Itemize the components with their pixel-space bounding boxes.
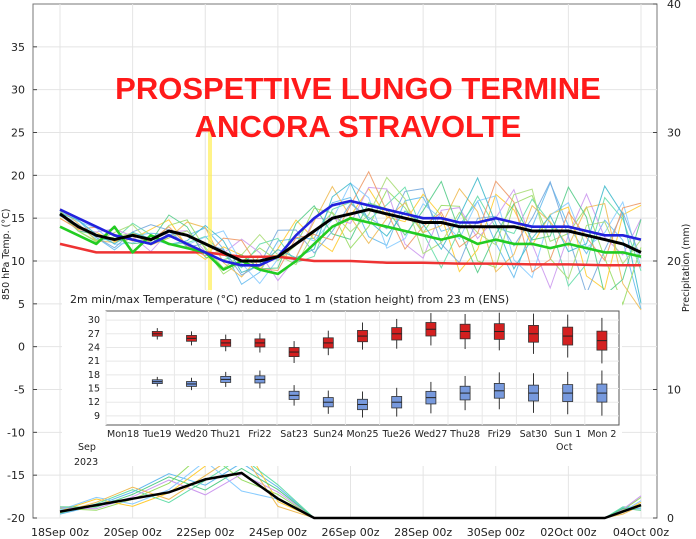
inset-day-label: Thu28 bbox=[449, 429, 480, 440]
x-tick-label: 24Sep 00z bbox=[249, 526, 307, 539]
climate-series-line bbox=[59, 242, 641, 267]
y-tick-label: 20 bbox=[11, 169, 25, 182]
inset-day-label: Mon 2 bbox=[587, 429, 616, 440]
y2-tick-label: 30 bbox=[667, 127, 681, 140]
y2-tick-label: 10 bbox=[667, 384, 681, 397]
inset-tick-label: 18 bbox=[88, 370, 100, 381]
y-tick-label: -10 bbox=[7, 426, 25, 439]
month-label-oct: Oct bbox=[556, 442, 573, 453]
y2-tick-label: 40 bbox=[667, 0, 681, 11]
x-tick-label: 26Sep 00z bbox=[322, 526, 380, 539]
ensemble-member-line bbox=[59, 181, 642, 310]
forecast-start-highlight bbox=[208, 120, 212, 290]
y-tick-label: 35 bbox=[11, 41, 25, 54]
precipitation-panel bbox=[59, 439, 642, 520]
y-tick-label: 25 bbox=[11, 127, 25, 140]
y-axis-ticks: -20 -15 -10 -5 0 5 10 15 20 25 30 35 bbox=[7, 41, 37, 525]
overlay-title-line1: PROSPETTIVE LUNGO TERMINE bbox=[115, 71, 601, 106]
y-axis-label: 850 hPa Temp. (°C) bbox=[1, 209, 12, 300]
inset-day-label: Wed27 bbox=[414, 429, 447, 440]
month-label-sep: Sep bbox=[78, 442, 96, 453]
y2-axis-label: Precipitation (mm) bbox=[681, 224, 692, 312]
inset-boxes bbox=[151, 312, 608, 418]
precip-mean-line bbox=[59, 471, 642, 520]
y2-axis-ticks: 0 10 20 30 40 bbox=[653, 0, 681, 525]
y-tick-label: -5 bbox=[14, 384, 25, 397]
inset-day-label: Tue26 bbox=[382, 429, 411, 440]
inset-day-label: Tue19 bbox=[142, 429, 171, 440]
inset-tick-label: 9 bbox=[94, 411, 100, 422]
mean-series-line bbox=[59, 208, 642, 263]
inset-tick-label: 24 bbox=[88, 342, 100, 353]
inset-day-label: Sat30 bbox=[520, 429, 548, 440]
y-tick-label: 10 bbox=[11, 255, 25, 268]
y-tick-label: 0 bbox=[18, 341, 25, 354]
inset-day-labels: Mon18 Tue19 Wed20 Thu21 Fri22 Sat23 Sun24 Mon25… bbox=[107, 429, 616, 440]
inset-tick-label: 15 bbox=[88, 384, 100, 395]
x-tick-label: 20Sep 00z bbox=[104, 526, 162, 539]
x-tick-label: 18Sep 00z bbox=[31, 526, 89, 539]
inset-day-label: Sun 1 bbox=[554, 429, 581, 440]
ensemble-member-line bbox=[59, 186, 642, 290]
x-tick-label: 04Oct 00z bbox=[613, 526, 670, 539]
inset-day-label: Wed20 bbox=[175, 429, 208, 440]
x-axis-ticks: 18Sep 00z 20Sep 00z 22Sep 00z 24Sep 00z 26Se… bbox=[31, 526, 669, 539]
inset-day-label: Sun24 bbox=[313, 429, 343, 440]
year-label: 2023 bbox=[74, 457, 98, 468]
inset-title: 2m min/max Temperature (°C) reduced to 1… bbox=[70, 293, 509, 306]
inset-day-label: Fri29 bbox=[488, 429, 511, 440]
inset-day-label: Mon18 bbox=[107, 429, 139, 440]
inset-tick-label: 27 bbox=[88, 329, 100, 340]
inset-day-label: Thu21 bbox=[210, 429, 241, 440]
inset-tick-label: 30 bbox=[88, 315, 100, 326]
y2-tick-label: 20 bbox=[667, 255, 681, 268]
y-tick-label: -20 bbox=[7, 512, 25, 525]
min-max-inset: 2m min/max Temperature (°C) reduced to 1… bbox=[62, 290, 622, 468]
x-tick-label: 22Sep 00z bbox=[176, 526, 234, 539]
series-lines bbox=[59, 199, 642, 276]
y-tick-label: 30 bbox=[11, 84, 25, 97]
ensemble-member-line bbox=[59, 180, 642, 296]
x-tick-label: 30Sep 00z bbox=[467, 526, 525, 539]
inset-day-label: Sat23 bbox=[280, 429, 308, 440]
inset-tick-label: 12 bbox=[88, 397, 100, 408]
y-tick-label: -15 bbox=[7, 469, 25, 482]
x-tick-label: 28Sep 00z bbox=[394, 526, 452, 539]
y-tick-label: 15 bbox=[11, 212, 25, 225]
x-tick-label: 02Oct 00z bbox=[540, 526, 597, 539]
inset-day-label: Fri22 bbox=[248, 429, 271, 440]
y2-tick-label: 0 bbox=[667, 512, 674, 525]
overlay-title-line2: ANCORA STRAVOLTE bbox=[195, 109, 522, 144]
inset-y-ticks: 9 12 15 18 21 24 27 30 bbox=[88, 315, 100, 422]
inset-day-label: Mon25 bbox=[346, 429, 378, 440]
inset-tick-label: 21 bbox=[88, 356, 100, 367]
control-series-line bbox=[59, 199, 642, 267]
y-tick-label: 5 bbox=[18, 298, 25, 311]
